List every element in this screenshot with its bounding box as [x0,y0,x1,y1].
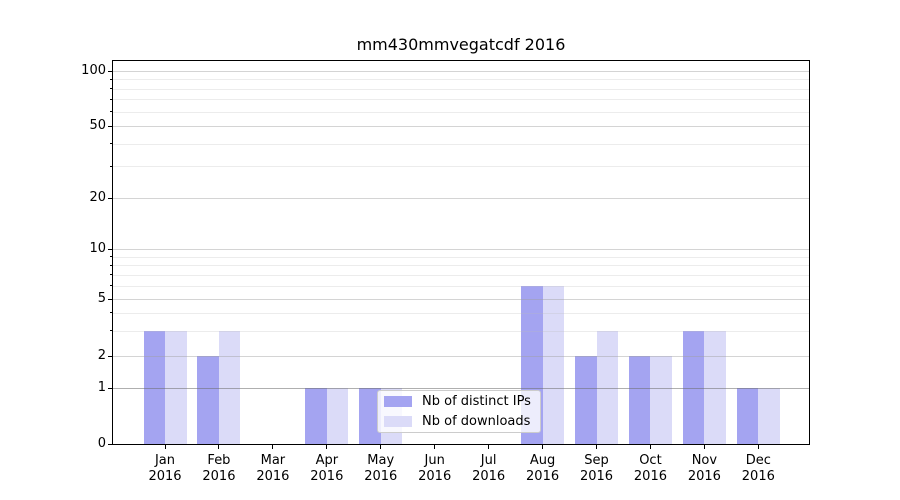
x-tick-mark-sep [596,445,598,449]
x-tick-label-sep: Sep 2016 [579,453,614,484]
bar-distinct-ips-jan [143,330,165,444]
x-tick-mark-aug [542,445,544,449]
bar-distinct-ips-nov [682,330,705,444]
x-tick-label-feb: Feb 2016 [202,453,236,484]
y-tick-label-20: 20 [89,190,106,205]
gridline-10 [113,249,809,250]
gridline-minor-60 [113,111,809,113]
x-tick-label-jun: Jun 2016 [418,453,452,484]
legend-label-downloads: Nb of downloads [422,414,531,429]
bar-distinct-ips-feb [197,356,219,444]
x-tick-label-may: May 2016 [364,453,398,484]
bar-distinct-ips-sep [575,356,597,444]
gridline-5 [113,299,809,300]
bar-downloads-dec [758,388,780,444]
gridline-minor-80 [113,88,809,90]
bar-distinct-ips-may [359,388,381,444]
y-minor-tick-mark-4 [110,312,112,314]
legend: Nb of distinct IPs Nb of downloads [377,390,541,433]
gridline-minor-8 [113,265,809,267]
gridline-50 [113,126,809,127]
y-minor-tick-mark-70 [110,98,112,100]
y-tick-label-0: 0 [97,436,106,451]
x-tick-label-nov: Nov 2016 [687,453,721,484]
y-minor-tick-mark-40 [110,143,112,145]
x-tick-mark-jul [488,445,490,449]
x-tick-label-aug: Aug 2016 [526,453,560,484]
gridline-100 [113,71,809,72]
y-tick-mark-0 [108,443,112,445]
x-tick-label-jan: Jan 2016 [148,453,182,484]
x-tick-mark-jun [434,445,436,449]
gridline-minor-30 [113,166,809,168]
legend-swatch-distinct-ips [384,396,412,407]
gridline-minor-40 [113,143,809,145]
x-tick-label-dec: Dec 2016 [741,453,775,484]
y-minor-tick-mark-90 [110,78,112,80]
y-minor-tick-mark-7 [110,274,112,276]
y-minor-tick-mark-80 [110,88,112,90]
x-tick-mark-jan [164,445,166,449]
bar-distinct-ips-dec [736,388,759,444]
legend-label-distinct-ips: Nb of distinct IPs [422,394,531,409]
legend-entry-distinct-ips: Nb of distinct IPs [384,395,531,408]
y-minor-tick-mark-6 [110,285,112,287]
y-minor-tick-mark-9 [110,256,112,258]
bar-distinct-ips-apr [305,388,327,444]
bar-downloads-aug [542,285,565,444]
bar-downloads-jan [165,330,187,444]
y-tick-label-5: 5 [97,291,106,306]
bar-downloads-nov [704,330,726,444]
y-tick-mark-20 [108,197,112,199]
plot-area: Nb of distinct IPs Nb of downloads [112,60,810,445]
y-tick-label-100: 100 [81,63,106,78]
legend-swatch-downloads [384,416,412,427]
y-tick-label-50: 50 [89,118,106,133]
x-tick-label-oct: Oct 2016 [633,453,667,484]
y-tick-mark-1 [108,387,112,389]
bar-downloads-apr [326,388,349,444]
legend-entry-downloads: Nb of downloads [384,415,531,428]
y-tick-mark-5 [108,298,112,300]
x-tick-mark-apr [326,445,328,449]
x-tick-mark-nov [703,445,705,449]
bar-downloads-feb [218,330,241,444]
y-tick-label-1: 1 [97,380,106,395]
x-tick-mark-may [380,445,382,449]
y-tick-label-2: 2 [97,348,106,363]
x-tick-mark-feb [218,445,220,449]
x-tick-mark-mar [272,445,274,449]
y-tick-mark-100 [108,70,112,72]
y-tick-mark-2 [108,355,112,357]
y-tick-mark-50 [108,125,112,127]
gridline-minor-70 [113,99,809,101]
gridline-20 [113,198,809,199]
gridline-minor-90 [113,79,809,81]
bar-distinct-ips-oct [628,356,651,444]
gridline-minor-7 [113,274,809,276]
chart-title: mm430mmvegatcdf 2016 [356,35,566,54]
bar-downloads-oct [650,356,672,444]
bar-downloads-sep [596,330,619,444]
x-tick-label-mar: Mar 2016 [256,453,290,484]
x-tick-mark-dec [757,445,759,449]
gridline-minor-6 [113,285,809,287]
y-tick-mark-10 [108,248,112,250]
y-minor-tick-mark-30 [110,165,112,167]
x-tick-label-jul: Jul 2016 [472,453,506,484]
y-minor-tick-mark-8 [110,264,112,266]
x-tick-mark-oct [649,445,651,449]
gridline-minor-4 [113,312,809,314]
y-tick-label-10: 10 [89,241,106,256]
gridline-minor-9 [113,256,809,258]
y-minor-tick-mark-60 [110,111,112,113]
x-tick-label-apr: Apr 2016 [310,453,344,484]
y-minor-tick-mark-3 [110,330,112,332]
